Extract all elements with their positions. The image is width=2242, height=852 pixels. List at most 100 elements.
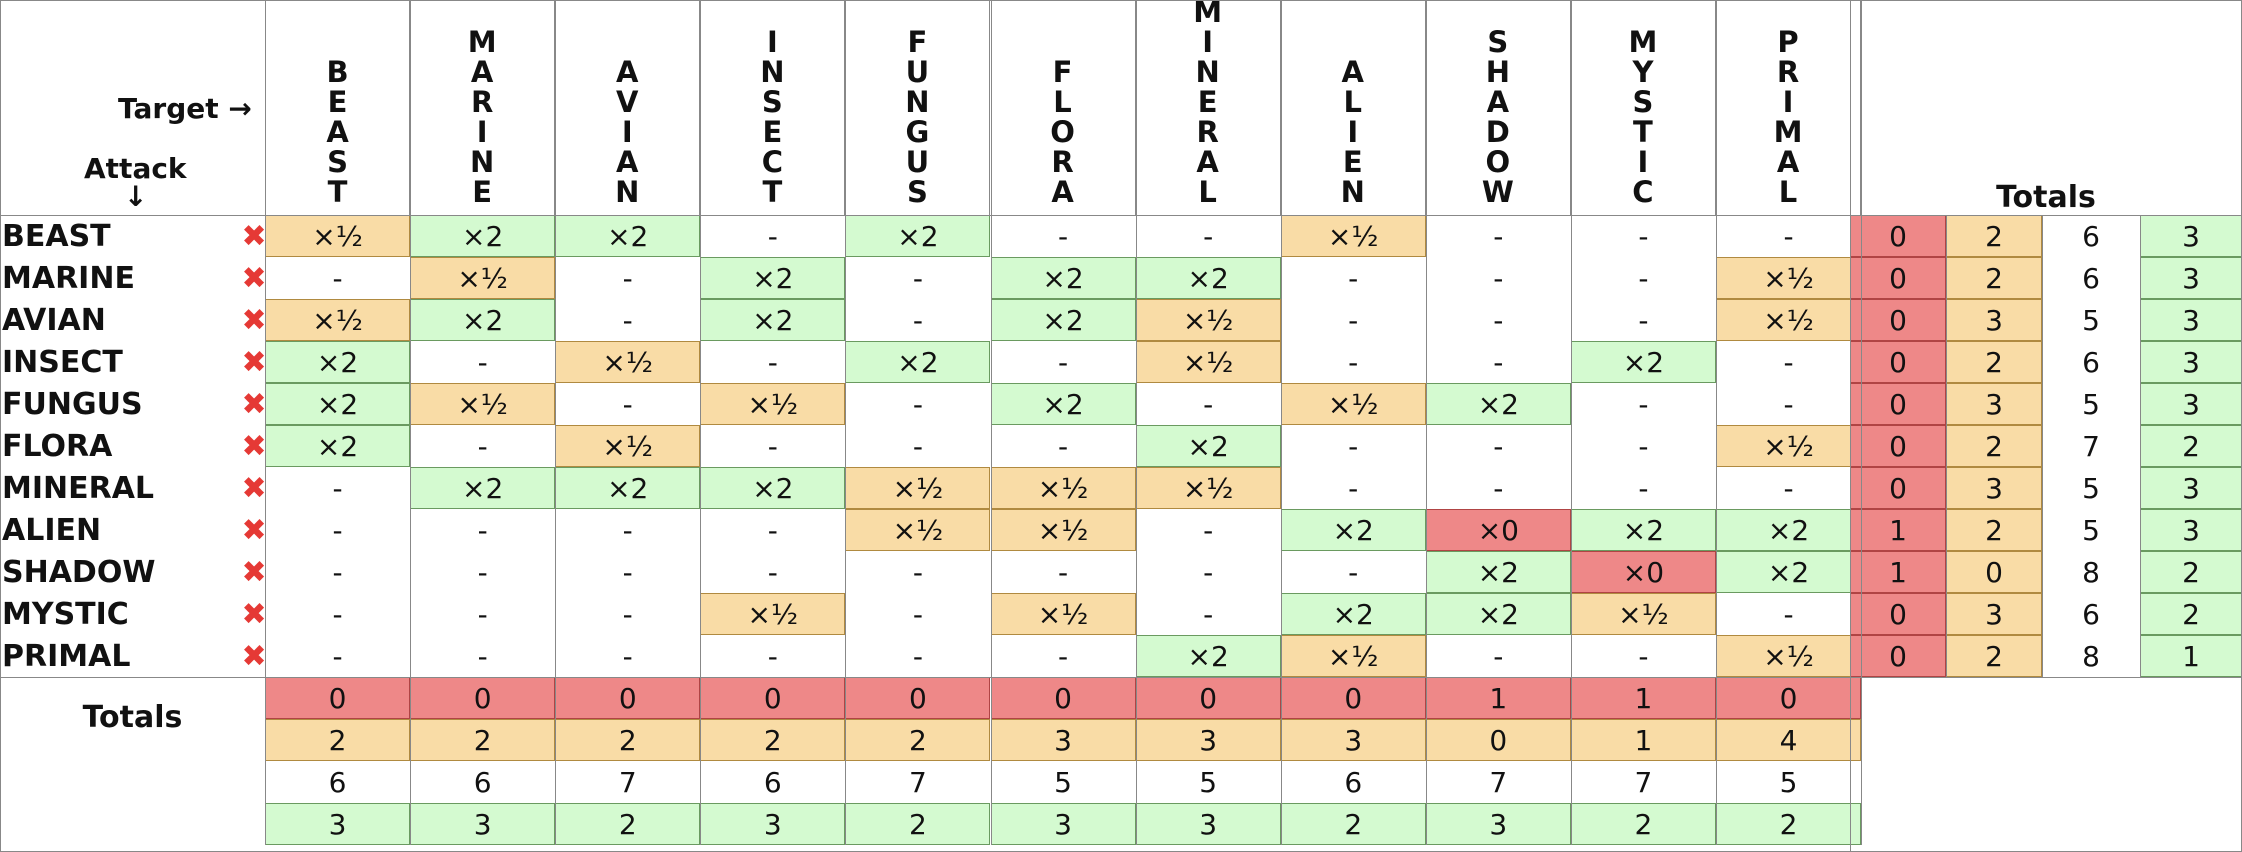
effect-cell: - — [1280, 299, 1426, 341]
column-total-cell: 1 — [1425, 677, 1571, 719]
effect-cell: ×½ — [555, 341, 701, 383]
effect-cell: - — [1716, 383, 1862, 425]
effect-cell: - — [265, 635, 411, 677]
remove-row-icon[interactable]: ✖ — [241, 554, 267, 590]
effect-cell: - — [845, 299, 991, 341]
effect-cell: - — [990, 425, 1136, 467]
effect-cell: ×2 — [1425, 383, 1571, 425]
grid-line — [1716, 0, 1717, 845]
column-total-cell: 2 — [700, 719, 846, 761]
effect-cell: - — [1425, 215, 1571, 257]
row-total-cell: 6 — [2042, 257, 2140, 299]
column-total-cell: 5 — [990, 761, 1136, 803]
effect-cell: ×½ — [410, 257, 556, 299]
row-total-cell: 3 — [2140, 257, 2242, 299]
remove-row-icon[interactable]: ✖ — [241, 260, 267, 296]
effect-cell: - — [1135, 551, 1281, 593]
column-total-cell: 3 — [265, 803, 411, 845]
effect-cell: ×2 — [1135, 257, 1281, 299]
remove-row-icon[interactable]: ✖ — [241, 470, 267, 506]
column-total-cell: 2 — [845, 803, 991, 845]
effect-cell: ×2 — [700, 299, 846, 341]
grid-line — [2042, 215, 2043, 677]
column-total-cell: 1 — [1570, 719, 1716, 761]
row-total-cell: 6 — [2042, 341, 2140, 383]
effect-cell: - — [555, 257, 701, 299]
effect-cell: ×2 — [990, 299, 1136, 341]
effect-cell: - — [1425, 635, 1571, 677]
effect-cell: - — [700, 509, 846, 551]
column-total-cell: 0 — [845, 677, 991, 719]
row-total-cell: 5 — [2042, 467, 2140, 509]
remove-row-icon[interactable]: ✖ — [241, 302, 267, 338]
row-total-cell: 0 — [1850, 593, 1946, 635]
row-total-cell: 3 — [1946, 383, 2042, 425]
effect-cell: - — [845, 635, 991, 677]
column-total-cell: 0 — [265, 677, 411, 719]
row-total-cell: 2 — [2140, 593, 2242, 635]
row-total-cell: 8 — [2042, 635, 2140, 677]
effect-cell: - — [845, 425, 991, 467]
effect-cell: - — [1135, 383, 1281, 425]
effect-cell: - — [1570, 257, 1716, 299]
column-total-cell: 3 — [990, 803, 1136, 845]
effect-cell: - — [555, 635, 701, 677]
effect-cell: - — [1570, 467, 1716, 509]
remove-row-icon[interactable]: ✖ — [241, 638, 267, 674]
column-total-cell: 6 — [700, 761, 846, 803]
row-total-cell: 0 — [1850, 635, 1946, 677]
column-total-cell: 0 — [1280, 677, 1426, 719]
row-total-cell: 3 — [1946, 467, 2042, 509]
effect-cell: - — [1425, 425, 1571, 467]
effect-cell: ×2 — [410, 467, 556, 509]
column-total-cell: 3 — [700, 803, 846, 845]
effect-cell: - — [1135, 215, 1281, 257]
effect-cell: ×2 — [1570, 341, 1716, 383]
row-label-mystic: MYSTIC — [2, 596, 129, 632]
effect-cell: ×2 — [700, 467, 846, 509]
row-label-fungus: FUNGUS — [2, 386, 143, 422]
row-label-avian: AVIAN — [2, 302, 106, 338]
effect-cell: - — [990, 215, 1136, 257]
effect-cell: - — [1570, 299, 1716, 341]
effect-cell: ×2 — [265, 383, 411, 425]
row-total-cell: 0 — [1850, 215, 1946, 257]
effect-cell: - — [845, 257, 991, 299]
remove-row-icon[interactable]: ✖ — [241, 596, 267, 632]
remove-row-icon[interactable]: ✖ — [241, 428, 267, 464]
effect-cell: - — [700, 635, 846, 677]
grid-line — [1280, 0, 1282, 845]
column-total-cell: 0 — [555, 677, 701, 719]
row-label-alien: ALIEN — [2, 512, 102, 548]
row-total-cell: 1 — [1850, 551, 1946, 593]
column-header-flora: FLORAFLORA — [991, 0, 1136, 215]
remove-row-icon[interactable]: ✖ — [241, 512, 267, 548]
effect-cell: - — [700, 215, 846, 257]
grid-line — [1850, 0, 1851, 852]
grid-line — [1861, 0, 1863, 845]
remove-row-icon[interactable]: ✖ — [241, 218, 267, 254]
grid-line — [1425, 0, 1427, 845]
column-total-cell: 3 — [990, 719, 1136, 761]
effect-cell: - — [1135, 509, 1281, 551]
row-total-cell: 0 — [1850, 425, 1946, 467]
row-total-cell: 0 — [1850, 341, 1946, 383]
effect-cell: ×½ — [1280, 383, 1426, 425]
row-total-cell: 0 — [1850, 257, 1946, 299]
effect-cell: ×2 — [410, 299, 556, 341]
column-header-mystic: MYSTICMYSTIC — [1571, 0, 1716, 215]
effect-cell: - — [1570, 215, 1716, 257]
remove-row-icon[interactable]: ✖ — [241, 344, 267, 380]
column-total-cell: 2 — [265, 719, 411, 761]
remove-row-icon[interactable]: ✖ — [241, 386, 267, 422]
effect-cell: ×½ — [1570, 593, 1716, 635]
effect-cell: - — [555, 299, 701, 341]
row-total-cell: 3 — [2140, 215, 2242, 257]
column-total-cell: 6 — [410, 761, 556, 803]
